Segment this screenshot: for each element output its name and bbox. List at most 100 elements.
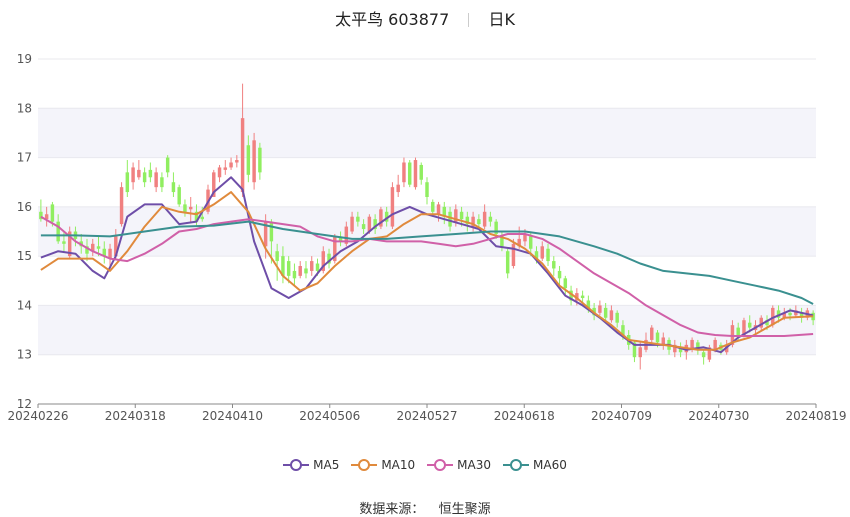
kline-chart[interactable]: 12 13 14 15 16 17 18 19 20240226 20240318 2024041… [0, 0, 850, 450]
legend-marker-icon [503, 459, 530, 471]
candle-body [673, 344, 677, 353]
candle-body [402, 162, 406, 183]
candle-body [765, 320, 769, 326]
x-axis: 20240226 20240318 20240410 20240506 20240527… [7, 403, 847, 423]
period-label[interactable]: 日K [488, 10, 515, 29]
candle [131, 162, 135, 190]
candle [275, 243, 279, 281]
candle [183, 199, 187, 217]
candle [177, 184, 181, 207]
candle-body [333, 236, 337, 262]
candle-body [678, 347, 683, 353]
candle [165, 155, 170, 178]
candle-body [246, 145, 251, 175]
candle-body [603, 307, 608, 318]
x-tick-label: 20240410 [202, 409, 263, 423]
candle [442, 201, 447, 225]
candle [650, 325, 654, 345]
candle-body [44, 214, 49, 220]
candle-body [131, 167, 135, 183]
data-source: 数据来源： 恒生聚源 [0, 498, 850, 517]
legend-marker-icon [351, 459, 378, 471]
candle-body [154, 172, 158, 188]
candle-body [517, 238, 521, 247]
candle-body [390, 187, 395, 227]
candle-body [315, 263, 320, 271]
x-tick-label: 20240506 [299, 409, 360, 423]
candle [298, 261, 302, 279]
candle-body [523, 233, 527, 242]
candle-body [50, 204, 55, 222]
candle-body [413, 160, 418, 188]
candle-body [500, 236, 504, 247]
legend-label: MA10 [381, 458, 416, 472]
candle [108, 243, 112, 266]
candle-body [482, 211, 487, 227]
title-separator [468, 13, 470, 27]
candle [125, 160, 130, 197]
grid-bands [38, 108, 816, 355]
candle [759, 315, 763, 331]
candle [632, 339, 637, 363]
candle-body [252, 140, 256, 183]
legend-marker-icon [427, 459, 454, 471]
candle [246, 135, 251, 183]
candle [425, 177, 429, 205]
candle-body [269, 221, 274, 242]
candle-body [419, 164, 423, 180]
candle-body [788, 312, 792, 316]
y-axis: 12 13 14 15 16 17 18 19 [17, 52, 32, 411]
candle [678, 342, 683, 358]
y-tick-label: 12 [17, 397, 32, 411]
legend-item-ma60[interactable]: MA60 [503, 458, 567, 472]
candle-body [621, 325, 625, 335]
candle-body [776, 310, 781, 318]
legend-item-ma5[interactable]: MA5 [283, 458, 339, 472]
grid-band [38, 108, 816, 158]
candle [540, 241, 544, 262]
candle-body [655, 332, 660, 343]
candle-body [235, 160, 239, 163]
candle [598, 300, 602, 316]
candle-body [431, 201, 435, 212]
candle-body [137, 169, 141, 178]
source-value: 恒生聚源 [438, 502, 491, 517]
candle [327, 248, 331, 269]
candle-body [194, 211, 199, 222]
legend-item-ma10[interactable]: MA10 [351, 458, 415, 472]
candle-body [212, 172, 216, 197]
candle-body [407, 162, 412, 185]
candle [373, 214, 377, 234]
candle-body [229, 162, 233, 168]
candle-body [586, 300, 591, 308]
candle-body [811, 312, 815, 321]
candle [707, 344, 712, 363]
y-tick-label: 17 [17, 151, 32, 165]
candle-body [350, 216, 354, 232]
candle [747, 315, 752, 333]
candle-body [782, 312, 787, 318]
candle [154, 167, 158, 193]
legend-item-ma30[interactable]: MA30 [427, 458, 491, 472]
y-tick-label: 18 [17, 101, 32, 115]
candle [413, 157, 418, 190]
candle [419, 162, 423, 185]
candle-body [148, 169, 153, 178]
y-tick-label: 15 [17, 249, 32, 263]
candle [776, 305, 781, 323]
candle [142, 167, 147, 188]
ma10-line [40, 191, 814, 351]
candle-body [696, 342, 700, 350]
candle-body [488, 216, 493, 222]
candle-body [188, 206, 193, 210]
candle [223, 160, 228, 175]
candle [488, 211, 493, 227]
candle-body [569, 290, 573, 301]
candle-body [771, 307, 775, 326]
candle-body [425, 182, 429, 197]
candle-body [275, 251, 279, 262]
legend: MA5 MA10 MA30 MA60 [0, 458, 850, 472]
candle-body [799, 312, 804, 318]
x-tick-label: 20240709 [591, 409, 652, 423]
candle-body [690, 339, 694, 350]
